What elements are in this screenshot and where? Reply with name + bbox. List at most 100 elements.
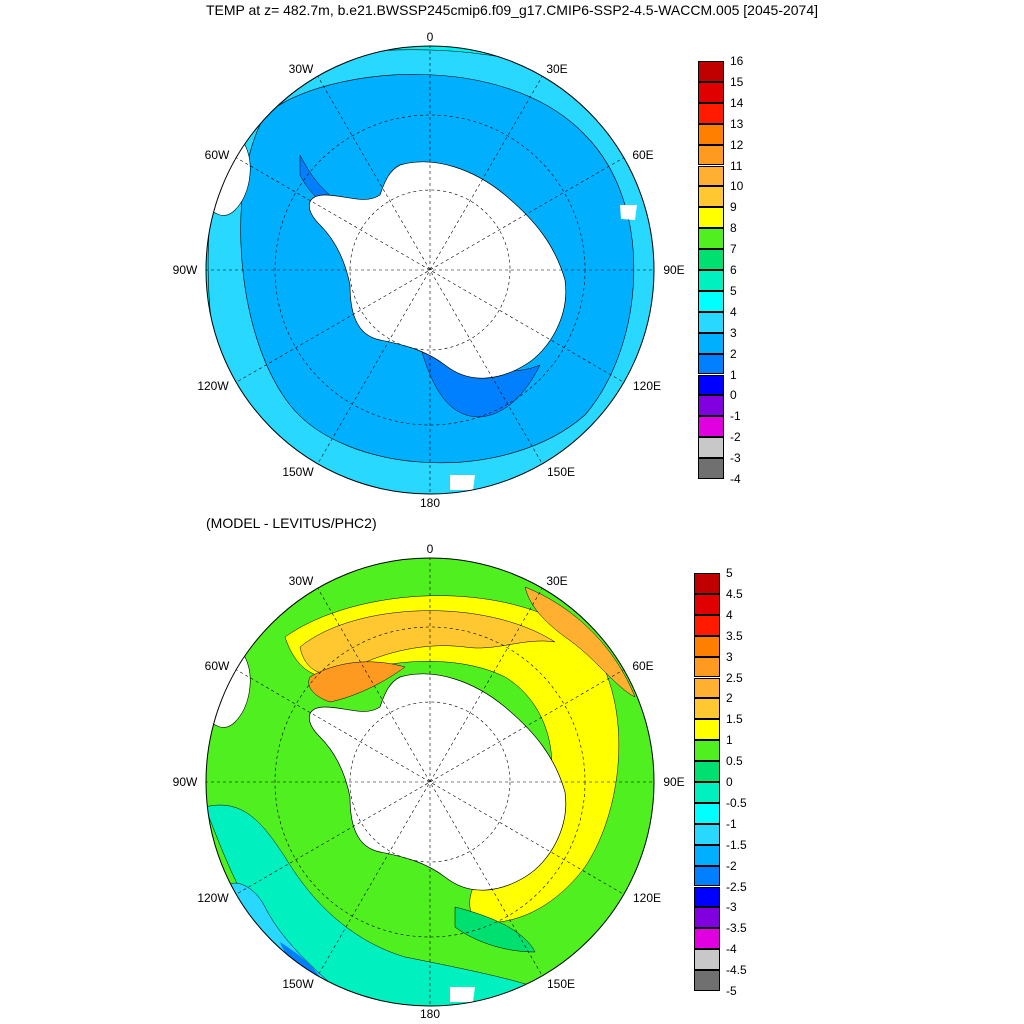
bottom-colorbar-swatch: [694, 970, 720, 991]
top-lon-label-90e: 90E: [663, 263, 685, 277]
figure-subtitle: (MODEL - LEVITUS/PHC2): [206, 515, 377, 531]
bottom-colorbar-label: -4.5: [726, 963, 747, 978]
bottom-colorbar-swatch: [694, 573, 720, 594]
top-colorbar-label: 2: [730, 346, 737, 361]
bottom-colorbar-label: -4: [726, 942, 737, 957]
top-colorbar-label: 4: [730, 304, 737, 319]
bot-lon-label-90w: 90W: [172, 775, 198, 789]
bottom-colorbar-label: -3.5: [726, 921, 747, 936]
bottom-colorbar-label: -0.5: [726, 795, 747, 810]
top-colorbar-label: 10: [730, 179, 744, 194]
top-colorbar-swatch: [698, 374, 724, 396]
bot-field-orange-east: [524, 586, 636, 698]
bottom-colorbar-label: 4.5: [726, 586, 743, 601]
bottom-colorbar-swatch: [694, 865, 720, 887]
top-colorbar-label: 14: [730, 95, 744, 110]
bot-lon-label-180: 180: [419, 1007, 441, 1021]
top-colorbar-swatch: [698, 186, 724, 208]
bottom-colorbar-swatch: [694, 656, 720, 678]
bot-lon-label-0: 0: [426, 542, 434, 556]
bottom-colorbar-label: 3: [726, 649, 733, 664]
top-polar-map: [205, 45, 655, 495]
top-colorbar-swatch: [698, 102, 724, 124]
bot-field-teal: [454, 906, 536, 953]
top-lon-label-150w: 150W: [282, 465, 314, 479]
top-colorbar-label: 8: [730, 221, 737, 236]
bottom-colorbar-label: 2.5: [726, 670, 743, 685]
bot-land-patch: [450, 987, 475, 1002]
top-colorbar-label: 5: [730, 283, 737, 298]
bot-lon-label-120e: 120E: [632, 891, 662, 905]
bottom-colorbar-swatch: [694, 949, 720, 971]
top-lon-label-30e: 30E: [546, 62, 568, 76]
bottom-colorbar: 5 4.5 4 3.5 3 2.5 2 1.5 1 0.5 0 -0.5 -1 -1.5 -2 -2.5 -3 -…: [694, 566, 747, 998]
bottom-colorbar-swatch: [694, 719, 720, 741]
bot-lon-label-150e: 150E: [546, 977, 576, 991]
top-colorbar-label: -4: [730, 472, 741, 486]
top-colorbar-label: 16: [730, 54, 744, 68]
bot-field-blue: [280, 942, 320, 977]
bot-lon-label-30w: 30W: [288, 574, 314, 588]
top-colorbar-swatch: [698, 353, 724, 375]
bottom-colorbar-swatch: [694, 677, 720, 699]
bottom-colorbar-label: 5: [726, 566, 733, 580]
top-colorbar-label: 11: [730, 158, 743, 173]
top-colorbar-label: 6: [730, 263, 737, 277]
top-colorbar-swatch: [698, 165, 724, 187]
bottom-colorbar-swatch: [694, 593, 720, 615]
top-colorbar-swatch: [698, 458, 724, 479]
top-colorbar-label: 15: [730, 74, 744, 89]
bottom-colorbar-label: -1: [726, 816, 737, 831]
top-land-patch: [620, 205, 637, 220]
bottom-colorbar-label: 2: [726, 691, 733, 706]
top-lon-label-60w: 60W: [204, 148, 230, 162]
top-lon-label-0: 0: [426, 30, 434, 44]
top-colorbar-label: 12: [730, 137, 744, 152]
top-colorbar-label: 1: [730, 367, 737, 382]
bottom-colorbar-swatch: [694, 635, 720, 657]
top-colorbar-swatch: [698, 332, 724, 354]
bottom-colorbar-label: -5: [726, 984, 737, 998]
top-colorbar: 16 15 14 13 12 11 10 9 8 7 6 5 4 3 2 1 0 -1 -2 -3 -4: [698, 54, 743, 486]
top-colorbar-swatch: [698, 144, 724, 166]
bottom-colorbar-swatch: [694, 928, 720, 950]
top-colorbar-swatch: [698, 395, 724, 417]
bot-lon-label-30e: 30E: [546, 574, 568, 588]
bottom-colorbar-swatch: [694, 907, 720, 929]
top-colorbar-swatch: [698, 437, 724, 459]
top-lon-label-180: 180: [419, 496, 441, 510]
top-colorbar-label: 13: [730, 116, 744, 131]
bot-field-dkorange: [308, 661, 406, 703]
top-colorbar-label: -2: [730, 430, 741, 445]
bottom-colorbar-label: 1: [726, 733, 733, 748]
bot-lon-label-60w: 60W: [204, 659, 230, 673]
top-lon-label-90w: 90W: [172, 263, 198, 277]
top-colorbar-swatch: [698, 416, 724, 438]
top-colorbar-swatch: [698, 81, 724, 103]
bottom-colorbar-label: 4: [726, 607, 733, 622]
bottom-colorbar-label: -1.5: [726, 837, 747, 852]
top-colorbar-label: 3: [730, 325, 737, 340]
bottom-colorbar-swatch: [694, 698, 720, 720]
bottom-colorbar-label: 0.5: [726, 754, 743, 769]
bottom-colorbar-swatch: [694, 740, 720, 762]
bottom-colorbar-label: 3.5: [726, 628, 743, 643]
top-colorbar-label: 7: [730, 242, 737, 257]
top-colorbar-swatch: [698, 249, 724, 270]
bottom-polar-map: [205, 557, 655, 1007]
bot-lon-label-60e: 60E: [632, 659, 654, 673]
top-colorbar-label: -3: [730, 451, 741, 466]
bottom-colorbar-swatch: [694, 614, 720, 636]
top-colorbar-label: 9: [730, 200, 737, 215]
bottom-colorbar-swatch: [694, 761, 720, 782]
top-lon-label-60e: 60E: [632, 148, 654, 162]
figure-title: TEMP at z= 482.7m, b.e21.BWSSP245cmip6.f…: [205, 2, 819, 18]
bottom-colorbar-label: -2: [726, 858, 737, 873]
bottom-colorbar-swatch: [694, 823, 720, 845]
top-colorbar-swatch: [698, 290, 724, 312]
top-colorbar-label: -1: [730, 409, 741, 424]
top-colorbar-swatch: [698, 270, 724, 291]
top-colorbar-swatch: [698, 61, 724, 82]
top-colorbar-label: 0: [730, 388, 737, 403]
top-lon-label-30w: 30W: [288, 62, 314, 76]
